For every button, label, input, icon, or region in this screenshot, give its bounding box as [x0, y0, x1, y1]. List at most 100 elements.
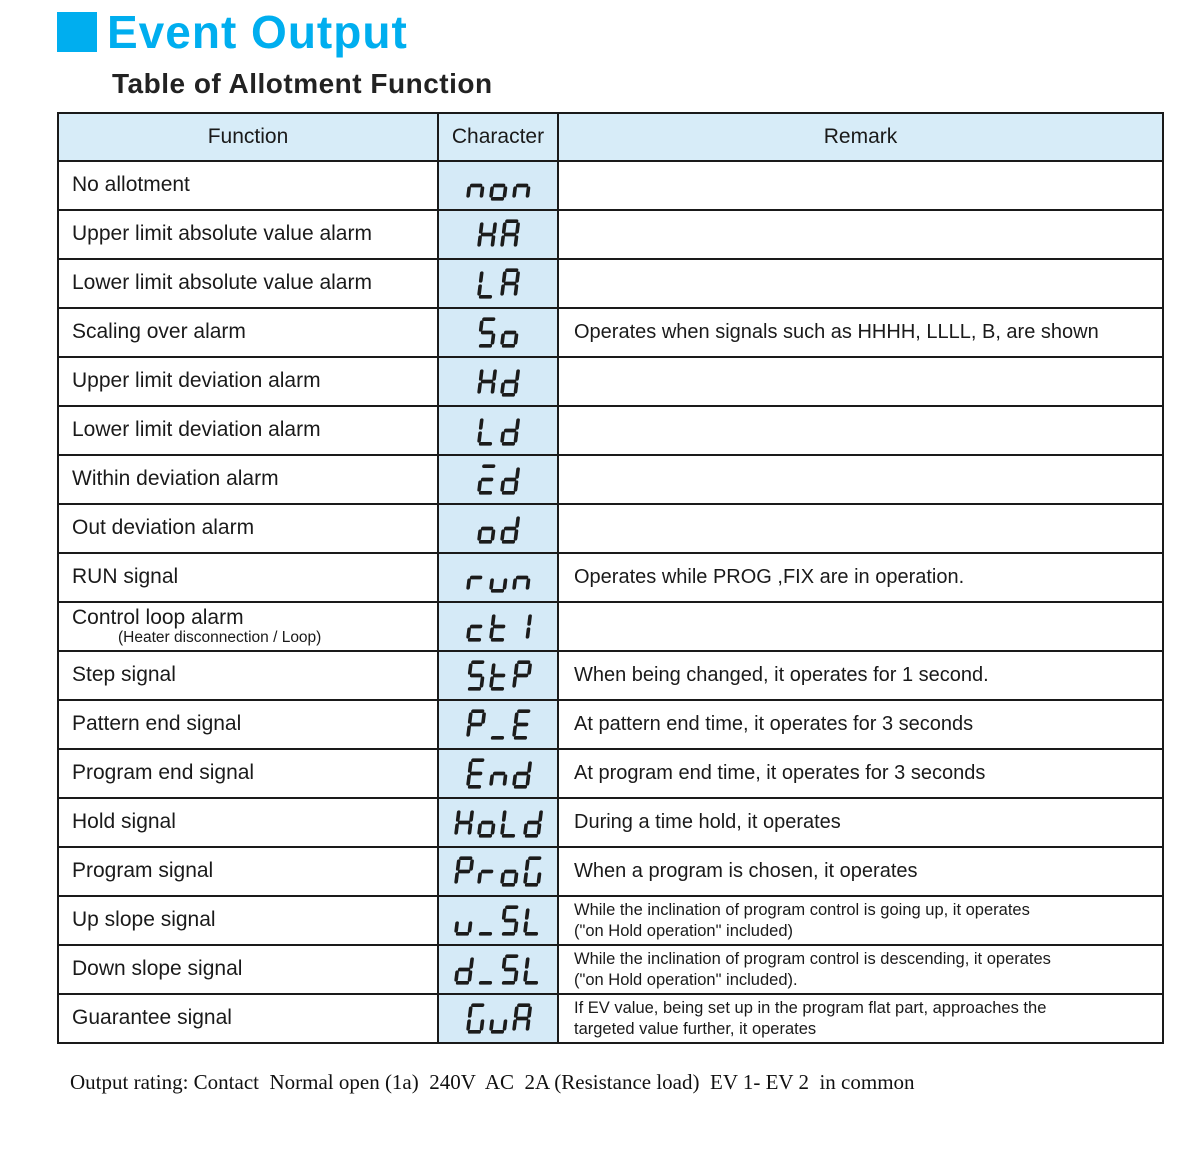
character-cell: [437, 601, 559, 652]
page: Event Output Table of Allotment Function…: [57, 8, 1200, 1094]
seven-segment-display: [453, 855, 543, 888]
character-cell: [437, 405, 559, 456]
seg-char: [454, 810, 474, 835]
seg-char: [500, 268, 520, 296]
seg-char: [488, 614, 505, 642]
seg-char: [500, 219, 520, 247]
seg-char: [500, 418, 520, 446]
function-cell: Upper limit deviation alarm: [57, 356, 439, 407]
remark-cell: While the inclination of program control…: [557, 895, 1164, 946]
table-row: Control loop alarm (Heater disconnection …: [57, 601, 1164, 652]
function-sublabel: (Heater disconnection / Loop): [118, 629, 322, 647]
seg-char: [477, 418, 493, 446]
remark-cell: During a time hold, it operates: [557, 797, 1164, 848]
seven-segment-display: [476, 365, 520, 398]
function-label: Control loop alarm: [72, 605, 244, 629]
character-cell: [437, 258, 559, 309]
seg-char: [465, 624, 482, 642]
seg-char: [523, 908, 539, 936]
seven-segment-display: [465, 610, 532, 643]
function-label: Program signal: [72, 859, 214, 883]
seg-char: [477, 271, 493, 299]
seg-char: [488, 578, 507, 593]
function-label: No allotment: [72, 173, 190, 197]
table-row: Down slope signal While the inclination o…: [57, 944, 1164, 995]
seg-char: [477, 526, 496, 544]
remark-line: While the inclination of program control…: [574, 901, 1030, 920]
seg-char: [511, 1003, 532, 1031]
seg-char: [488, 663, 505, 691]
seg-char: [511, 183, 530, 198]
seg-char: [523, 810, 543, 838]
column-header-character: Character: [437, 112, 559, 162]
function-cell: Step signal: [57, 650, 439, 701]
seg-char: [465, 709, 486, 737]
seg-char: [511, 761, 532, 789]
character-cell: [437, 552, 559, 603]
table-row: Pattern end signal At pattern end time, i…: [57, 699, 1164, 750]
function-label: Lower limit deviation alarm: [72, 418, 321, 442]
seg-char: [477, 820, 496, 838]
remark-cell: [557, 454, 1164, 505]
allotment-function-table: Function Character Remark No allotment Up…: [57, 112, 1164, 1044]
section-header: Event Output: [57, 8, 1200, 56]
function-cell: Hold signal: [57, 797, 439, 848]
remark-cell: While the inclination of program control…: [557, 944, 1164, 995]
function-label: Lower limit absolute value alarm: [72, 271, 372, 295]
seven-segment-display: [476, 218, 520, 251]
character-cell: [437, 160, 559, 211]
seg-char: [477, 869, 494, 884]
table-row: Program signal When a program is chosen, …: [57, 846, 1164, 897]
character-cell: [437, 503, 559, 554]
seg-char: [501, 954, 519, 985]
remark-cell: Operates while PROG ,FIX are in operatio…: [557, 552, 1164, 603]
table-row: RUN signal Operates while PROG ,FIX are i…: [57, 552, 1164, 603]
character-cell: [437, 748, 559, 799]
seg-char: [454, 957, 474, 985]
function-cell: Pattern end signal: [57, 699, 439, 750]
seg-char: [525, 614, 532, 639]
remark-line: If EV value, being set up in the program…: [574, 999, 1047, 1018]
seg-char: [500, 467, 520, 495]
function-cell: Scaling over alarm: [57, 307, 439, 358]
table-row: Lower limit absolute value alarm: [57, 258, 1164, 309]
function-label: RUN signal: [72, 565, 179, 589]
character-cell: [437, 307, 559, 358]
seg-char: [523, 957, 539, 985]
seven-segment-display: [453, 953, 543, 986]
table-row: Upper limit deviation alarm: [57, 356, 1164, 407]
table-row: Scaling over alarm Operates when signals …: [57, 307, 1164, 358]
column-header-function: Function: [57, 112, 439, 162]
remark-cell: [557, 209, 1164, 260]
remark-cell: Operates when signals such as HHHH, LLLL…: [557, 307, 1164, 358]
character-cell: [437, 846, 559, 897]
remark-line: During a time hold, it operates: [574, 811, 841, 833]
seg-char: [511, 660, 532, 688]
remark-cell: If EV value, being set up in the program…: [557, 993, 1164, 1044]
seg-char: [477, 222, 497, 247]
table-row: Within deviation alarm: [57, 454, 1164, 505]
remark-line: ("on Hold operation" included): [574, 921, 794, 940]
seg-char: [488, 771, 507, 786]
seg-char: [454, 856, 474, 884]
function-label: Within deviation alarm: [72, 467, 279, 491]
seven-segment-display: [476, 267, 520, 300]
function-label: Hold signal: [72, 810, 176, 834]
table-row: Step signal When being changed, it operat…: [57, 650, 1164, 701]
seven-segment-display: [476, 463, 520, 496]
function-label: Guarantee signal: [72, 1006, 232, 1030]
seg-char: [465, 1003, 484, 1034]
column-header-remark: Remark: [557, 112, 1164, 162]
function-label: Program end signal: [72, 761, 255, 785]
seven-segment-display: [465, 561, 532, 594]
header-row: Function Character Remark: [57, 112, 1164, 162]
seg-char: [465, 183, 484, 198]
character-cell: [437, 356, 559, 407]
character-cell: [437, 895, 559, 946]
function-cell: Lower limit deviation alarm: [57, 405, 439, 456]
function-label: Step signal: [72, 663, 176, 687]
table-row: Up slope signal While the inclination of …: [57, 895, 1164, 946]
seven-segment-display: [465, 1002, 532, 1035]
function-label: Pattern end signal: [72, 712, 242, 736]
seg-char: [511, 575, 530, 590]
